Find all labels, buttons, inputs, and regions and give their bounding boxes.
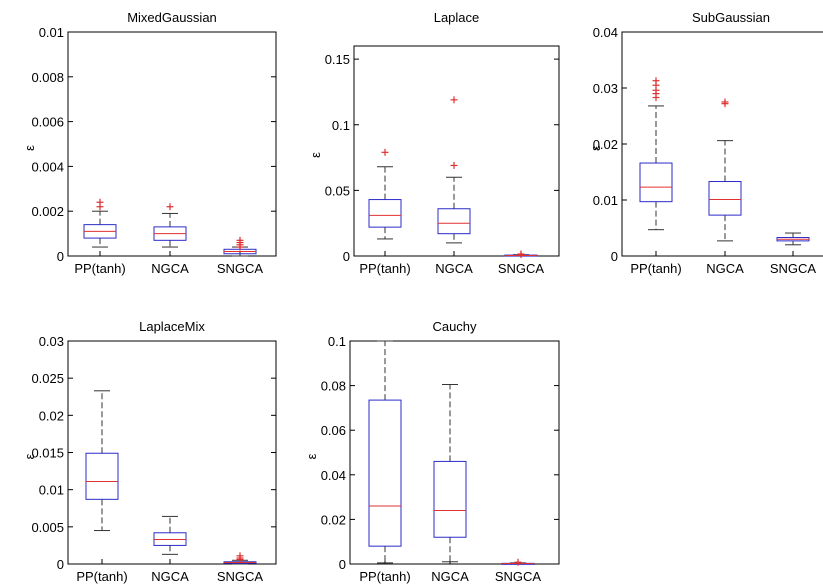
x-tick-label: SNGCA	[217, 569, 264, 584]
chart-title: MixedGaussian	[127, 10, 217, 25]
chart-panel-mixedgaussian: MixedGaussian 0 0.002 0.004 0.006 0.008 0.01 ε P…	[22, 10, 277, 276]
x-tick-label: SNGCA	[217, 261, 264, 276]
chart-panel-cauchy: Cauchy 0 0.02 0.04 0.06 0.08 0.1 ε PP(tanh) NGCA S…	[304, 319, 560, 584]
outlier-marker	[450, 96, 458, 104]
y-tick-label: 0.005	[31, 520, 64, 535]
y-tick-label: 0.01	[593, 193, 618, 208]
chart-panel-laplace: Laplace 0 0.05 0.1 0.15 ε PP(tanh) NGCA SNGCA	[308, 10, 560, 276]
outlier-marker	[96, 198, 104, 206]
chart-title: LaplaceMix	[139, 319, 205, 334]
y-tick-label: 0.02	[39, 408, 64, 423]
iqr-box	[708, 181, 742, 216]
x-tick-label: NGCA	[706, 261, 744, 276]
x-tick-label: PP(tanh)	[359, 261, 410, 276]
outlier-marker	[236, 236, 244, 244]
y-axis-label: ε	[22, 145, 37, 151]
outlier-marker	[166, 203, 174, 211]
y-tick-label: 0.008	[31, 70, 64, 85]
iqr-box	[437, 208, 471, 235]
x-tick-label: PP(tanh)	[359, 569, 410, 584]
y-tick-label: 0.03	[39, 334, 64, 349]
y-tick-label: 0.02	[321, 512, 346, 527]
box-pptanh	[85, 390, 119, 532]
plot-frame	[67, 31, 277, 257]
iqr-box	[368, 199, 402, 228]
y-tick-label: 0.1	[328, 334, 346, 349]
iqr-box	[639, 162, 673, 203]
y-tick-label: 0.006	[31, 115, 64, 130]
y-tick-label: 0.05	[325, 183, 350, 198]
box-ngca	[708, 98, 742, 242]
chart-title: Cauchy	[432, 319, 477, 334]
x-tick-label: SNGCA	[498, 261, 545, 276]
y-tick-label: 0.06	[321, 423, 346, 438]
outlier-marker	[514, 558, 522, 566]
y-tick-label: 0.01	[39, 483, 64, 498]
y-tick-label: 0.04	[321, 468, 346, 483]
plot-frame	[349, 340, 560, 565]
y-tick-label: 0	[611, 249, 618, 264]
outlier-marker	[381, 148, 389, 156]
y-tick-label: 0	[339, 557, 346, 572]
box-ngca	[437, 96, 471, 244]
iqr-box	[433, 460, 467, 538]
iqr-box	[85, 452, 119, 500]
x-tick-label: NGCA	[151, 569, 189, 584]
box-ngca	[153, 515, 187, 555]
y-tick-label: 0.004	[31, 159, 64, 174]
y-tick-label: 0.03	[593, 81, 618, 96]
y-tick-label: 0.02	[593, 137, 618, 152]
box-ngca	[433, 383, 467, 563]
chart-panel-laplacemix: LaplaceMix 0 0.005 0.01 0.015 0.02 0.025 0.03 ε P…	[22, 319, 277, 584]
y-tick-label: 0	[57, 249, 64, 264]
y-axis-label: ε	[588, 145, 603, 151]
box-sngca	[223, 236, 257, 257]
x-tick-label: PP(tanh)	[76, 569, 127, 584]
box-sngca	[776, 232, 810, 246]
x-tick-label: PP(tanh)	[74, 261, 125, 276]
chart-title: SubGaussian	[692, 10, 770, 25]
y-tick-label: 0.15	[325, 52, 350, 67]
outlier-marker	[236, 552, 244, 560]
outlier-marker	[652, 77, 660, 85]
box-pptanh	[368, 340, 402, 564]
y-tick-label: 0.015	[31, 446, 64, 461]
y-tick-label: 0	[57, 557, 64, 572]
y-axis-label: ε	[304, 453, 319, 459]
plot-frame	[353, 45, 560, 257]
box-sngca	[504, 250, 538, 258]
y-tick-label: 0	[343, 249, 350, 264]
x-tick-label: SNGCA	[495, 569, 542, 584]
iqr-box	[368, 399, 402, 547]
y-tick-label: 0.08	[321, 379, 346, 394]
y-axis-label: ε	[22, 453, 37, 459]
x-tick-label: NGCA	[151, 261, 189, 276]
box-sngca	[501, 558, 535, 566]
x-tick-label: NGCA	[431, 569, 469, 584]
plot-frame	[621, 31, 823, 257]
outlier-marker	[450, 161, 458, 169]
outlier-marker	[721, 98, 729, 106]
y-tick-label: 0.01	[39, 25, 64, 40]
box-pptanh	[83, 198, 117, 248]
box-pptanh	[639, 77, 673, 231]
y-tick-label: 0.04	[593, 25, 618, 40]
x-tick-label: NGCA	[435, 261, 473, 276]
box-sngca	[223, 552, 257, 565]
box-ngca	[153, 203, 187, 248]
chart-panel-subgaussian: SubGaussian 0 0.01 0.02 0.03 0.04 ε PP(tanh) NGC…	[588, 10, 823, 276]
chart-title: Laplace	[434, 10, 480, 25]
y-tick-label: 0.002	[31, 204, 64, 219]
box-pptanh	[368, 148, 402, 240]
x-tick-label: SNGCA	[770, 261, 817, 276]
x-tick-label: PP(tanh)	[630, 261, 681, 276]
y-axis-label: ε	[308, 152, 323, 158]
outlier-marker	[517, 250, 525, 258]
y-tick-label: 0.025	[31, 371, 64, 386]
y-tick-label: 0.1	[332, 118, 350, 133]
